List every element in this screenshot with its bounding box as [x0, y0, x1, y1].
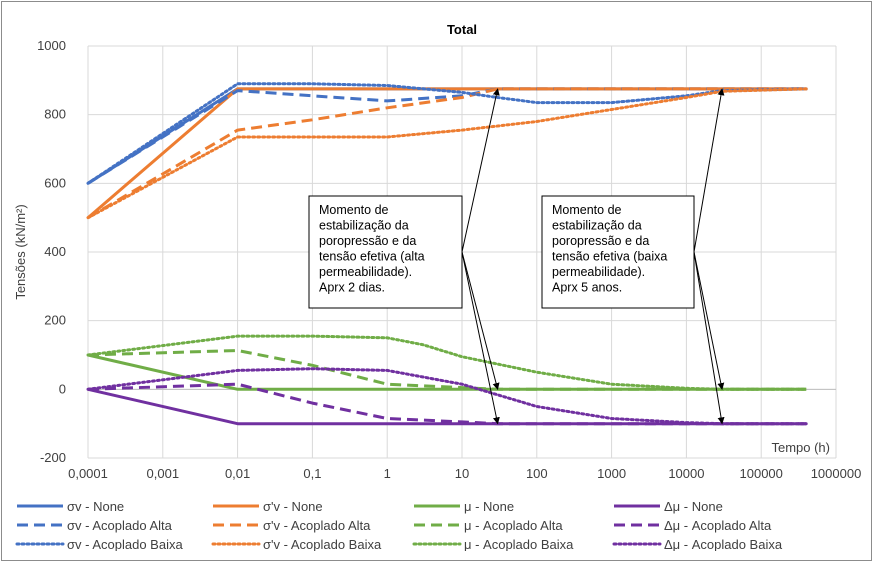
y-axis-title: Tensões (kN/m²)	[13, 204, 28, 299]
annotation-box	[308, 195, 463, 309]
x-tick-label: 10000	[668, 466, 704, 481]
annotation-text: estabilização da	[552, 219, 642, 233]
series-line-9	[86, 87, 808, 220]
series-line-10	[86, 334, 808, 391]
legend-label: σ'v - Acoplado Baixa	[263, 537, 382, 551]
series-line-11	[86, 367, 808, 426]
x-tick-label: 1000	[597, 466, 626, 481]
x-tick-label: 100	[526, 466, 548, 481]
x-tick-label: 0,1	[303, 466, 321, 481]
legend-label: σ'v - None	[263, 499, 323, 514]
x-tick-label: 10	[455, 466, 469, 481]
annotation-text: permeabilidade).	[319, 265, 412, 279]
x-tick-label: 100000	[740, 466, 783, 481]
annotation-arrow	[693, 251, 725, 425]
series-line-6	[87, 349, 807, 391]
annotation-arrow	[461, 251, 500, 391]
annotation-text: poropressão e da	[319, 234, 416, 248]
annotation-text: Aprx 5 anos.	[552, 281, 622, 295]
y-tick-label: 200	[44, 313, 66, 328]
annotation-arrow	[461, 88, 500, 253]
x-tick-label: 0,001	[147, 466, 180, 481]
legend-label: μ - Acoplado Alta	[464, 518, 563, 533]
series-line-0	[87, 87, 807, 185]
annotation-text: poropressão e da	[552, 234, 649, 248]
y-tick-label: 800	[44, 107, 66, 122]
annotation-arrow	[693, 88, 725, 253]
x-axis-title: Tempo (h)	[771, 440, 830, 455]
legend-label: σv - Acoplado Baixa	[67, 537, 183, 551]
annotation-text: tensão efetiva (alta	[319, 250, 425, 264]
annotation-arrow	[461, 251, 500, 425]
series-line-8	[86, 82, 808, 185]
y-tick-label: 600	[44, 175, 66, 190]
legend-label: σ'v - Acoplado Alta	[263, 518, 371, 533]
legend-label: Δμ - Acoplado Alta	[664, 518, 772, 533]
x-tick-label: 1	[384, 466, 391, 481]
series-line-3	[87, 387, 807, 426]
annotation-box	[541, 195, 695, 309]
annotation-text: Aprx 2 dias.	[319, 281, 385, 295]
series-line-5	[87, 87, 807, 219]
annotation-text: estabilização da	[319, 219, 409, 233]
y-tick-label: 1000	[37, 38, 66, 53]
x-tick-label: 1000000	[811, 466, 862, 481]
chart-title: Total	[447, 22, 477, 37]
series-line-1	[87, 87, 807, 219]
annotation-arrow	[693, 251, 725, 391]
y-tick-label: 0	[59, 381, 66, 396]
annotation-text: Momento de	[552, 203, 622, 217]
legend-label: μ - None	[464, 499, 514, 514]
legend-label: σv - None	[67, 499, 124, 514]
y-tick-label: -200	[40, 450, 66, 465]
x-tick-label: 0,0001	[68, 466, 108, 481]
annotation-text: tensão efetiva (baixa	[552, 250, 667, 264]
x-tick-label: 0,01	[225, 466, 250, 481]
annotation-text: permeabilidade).	[552, 265, 645, 279]
legend-label: μ - Acoplado Baixa	[464, 537, 574, 551]
legend-label: Δμ - Acoplado Baixa	[664, 537, 783, 551]
legend-label: Δμ - None	[664, 499, 723, 514]
series-line-4	[87, 87, 807, 185]
legend-label: σv - Acoplado Alta	[67, 518, 173, 533]
y-tick-label: 400	[44, 244, 66, 259]
annotation-text: Momento de	[319, 203, 389, 217]
